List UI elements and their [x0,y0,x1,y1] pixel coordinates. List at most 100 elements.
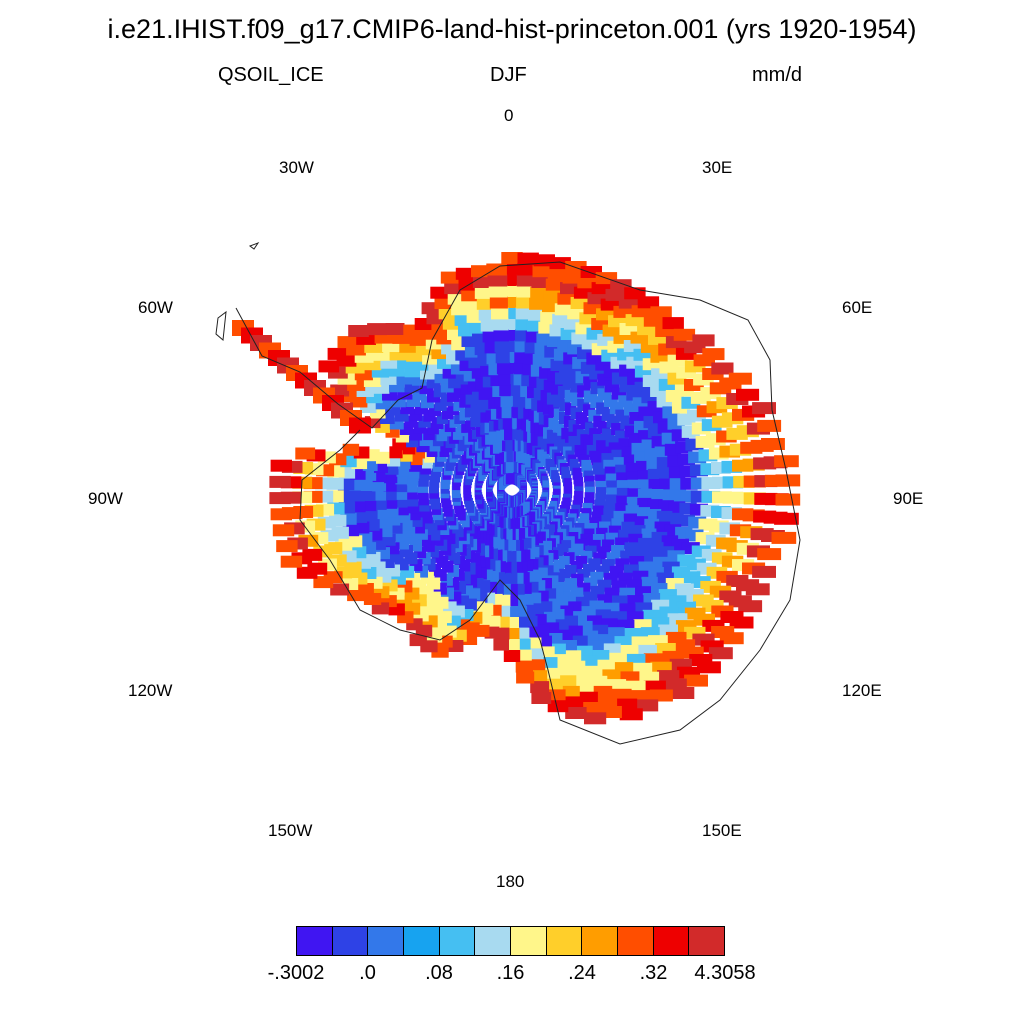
grid-cell [418,474,429,487]
grid-cell [528,409,539,421]
grid-cell [494,395,505,408]
colorbar-swatch [475,927,512,955]
grid-cell [409,459,421,472]
grid-cell [546,392,559,405]
grid-cell [757,419,782,432]
grid-cell [702,348,725,361]
grid-cell [349,417,371,434]
grid-cell [411,514,423,527]
lon-label-30e: 30E [702,158,733,177]
grid-cell [711,362,734,375]
grid-cell [464,562,476,575]
grid-cell [416,527,428,540]
lon-label-150e: 150E [702,821,742,840]
grid-cell [280,555,303,568]
grid-cell [771,531,797,544]
grid-cell [472,578,484,590]
grid-cell [546,575,559,588]
grid-cell [538,555,549,568]
grid-cell [673,328,696,341]
lon-label-30w: 30W [279,158,314,177]
colorbar-swatch [618,927,654,955]
grid-cell [553,572,565,585]
grid-cell [603,508,615,521]
grid-cell [367,323,387,336]
grid-cell [496,561,506,574]
colorbar-swatch [439,927,476,955]
grid-cell [272,524,295,537]
grid-cell [318,360,340,373]
grid-cell [515,660,533,673]
grid-cell [637,488,652,501]
grid-cell [721,507,743,520]
grid-cell [512,417,522,430]
grid-cell [496,362,511,375]
grid-cell [495,351,510,364]
grid-cell [516,417,526,430]
coastline [215,241,801,745]
grid-cell [692,334,715,347]
colorbar-label: -.3002 [267,962,325,984]
grid-cell [601,453,613,466]
lon-label-150w: 150W [268,821,313,840]
grid-cell [478,580,491,593]
grid-cell [492,583,504,595]
grid-cell [417,480,429,493]
grid-cell [494,340,510,353]
colorbar-swatch [689,927,725,955]
grid-cell [490,407,501,420]
grid-cell [595,487,607,500]
data-field [232,252,801,725]
grid-cell [327,347,349,360]
grid-cell [559,568,571,581]
grid-cell [527,581,539,594]
grid-cell [489,296,508,309]
grid-cell [498,550,508,563]
grid-cell [498,373,511,386]
grid-cell [499,583,511,596]
grid-cell [347,589,366,602]
grid-cell [501,252,523,264]
grid-cell [372,488,387,501]
colorbar-swatch [582,927,619,955]
grid-cell [407,501,420,514]
grid-cell [506,584,518,596]
grid-cell [553,395,565,408]
grid-cell [411,453,423,466]
grid-cell [459,408,471,421]
grid-cell [507,461,514,474]
grid-cell [599,521,611,534]
grid-cell [505,439,513,452]
grid-cell [757,548,782,561]
grid-cell [342,443,360,456]
colorbar-swatch [404,927,440,955]
grid-cell [533,254,555,267]
grid-cell [270,508,292,521]
grid-cell [637,479,652,492]
grid-cell [548,562,560,575]
grid-cell [604,501,617,514]
grid-cell [492,385,504,397]
grid-cell [419,499,430,512]
grid-cell [504,428,513,441]
grid-cell [599,446,611,459]
grid-cell [406,494,419,507]
grid-cell [603,459,615,472]
grid-cell [547,700,569,713]
grid-cell [488,285,508,298]
lon-label-180: 180 [496,872,525,891]
grid-cell [517,406,528,419]
grid-cell [533,387,546,400]
grid-cell [506,450,513,463]
grid-cell [482,398,493,411]
grid-cell [419,534,432,546]
grid-cell [774,512,799,525]
grid-cell [417,487,429,500]
grid-cell [517,252,539,265]
grid-cell [520,583,532,595]
colorbar-label: 4.3058 [694,962,756,984]
grid-cell [649,689,673,702]
grid-cell [470,402,482,415]
colorbar-swatch [332,927,369,955]
grid-cell [565,707,587,719]
